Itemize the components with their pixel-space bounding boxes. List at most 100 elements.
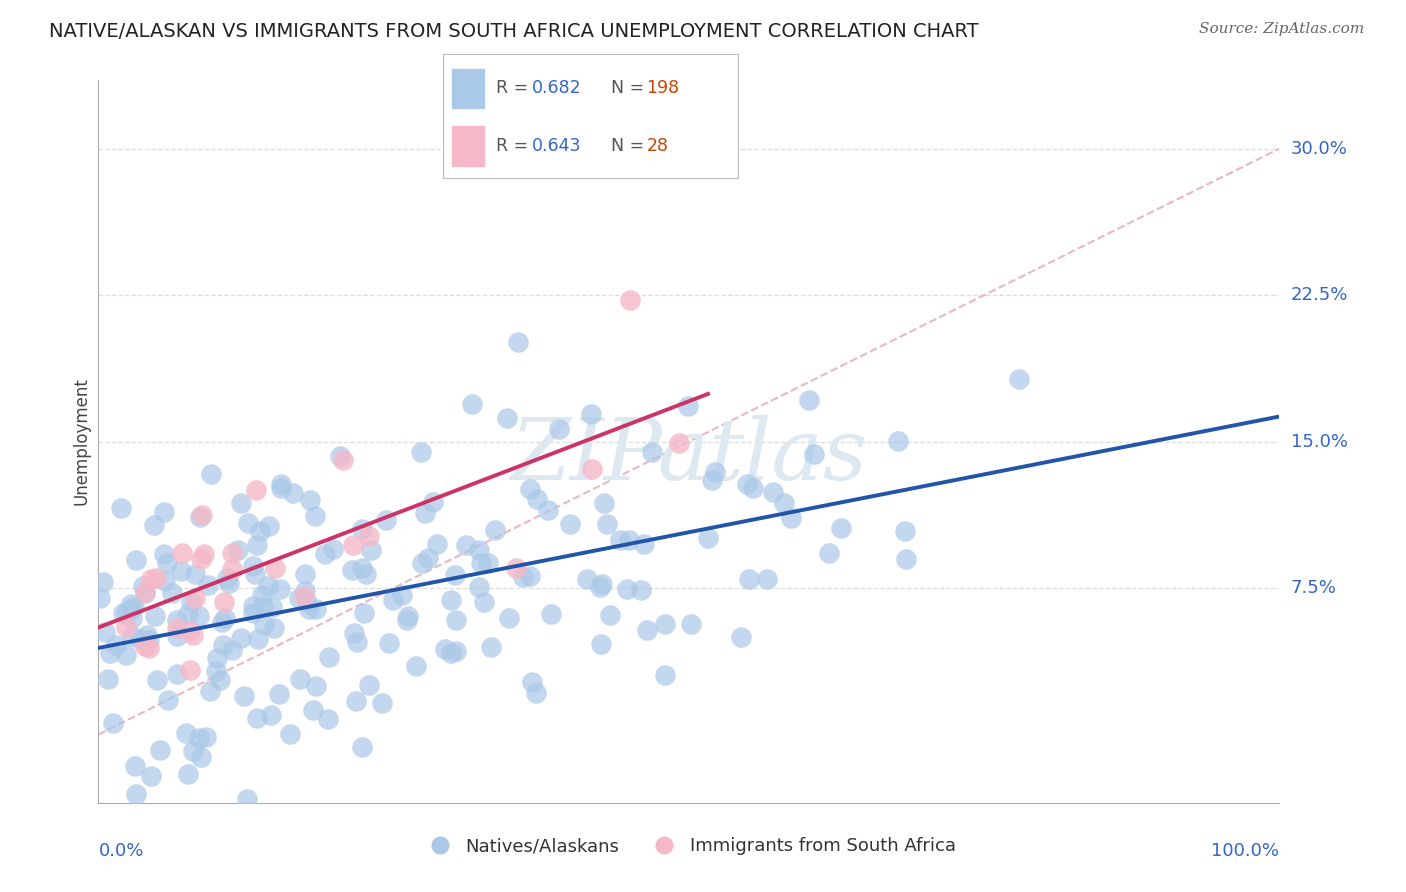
Point — [134, 639, 156, 653]
Point — [242, 606, 264, 620]
Point — [143, 609, 166, 624]
Point — [322, 541, 344, 556]
Point — [589, 637, 612, 651]
Point — [184, 566, 207, 581]
Point — [444, 644, 467, 658]
Point — [256, 579, 278, 593]
Point — [343, 626, 366, 640]
Point — [269, 687, 291, 701]
Point — [617, 533, 640, 548]
Point — [134, 586, 156, 600]
Point — [218, 576, 240, 591]
Point — [654, 616, 676, 631]
Point — [477, 556, 499, 570]
Point — [434, 642, 457, 657]
Point — [305, 679, 328, 693]
Point — [120, 602, 142, 616]
Point — [294, 567, 316, 582]
Point — [512, 570, 534, 584]
Point — [155, 574, 177, 589]
Point — [195, 731, 218, 745]
Point — [443, 568, 465, 582]
Text: N =: N = — [612, 137, 650, 155]
Point — [592, 496, 614, 510]
Point — [467, 580, 489, 594]
Point — [170, 546, 193, 560]
Point — [461, 397, 484, 411]
Point — [305, 602, 328, 616]
Point — [354, 567, 377, 582]
FancyBboxPatch shape — [451, 126, 484, 166]
Text: 0.0%: 0.0% — [98, 842, 143, 860]
Text: ZIPatlas: ZIPatlas — [510, 415, 868, 498]
Text: 22.5%: 22.5% — [1291, 286, 1348, 304]
Point — [236, 791, 259, 805]
Point — [314, 547, 336, 561]
Point — [229, 495, 252, 509]
Text: 7.5%: 7.5% — [1291, 579, 1337, 597]
Point — [396, 608, 419, 623]
Point — [755, 572, 778, 586]
Point — [270, 476, 292, 491]
Point — [886, 434, 908, 448]
Point — [730, 630, 752, 644]
Point — [378, 636, 401, 650]
Point — [609, 533, 631, 548]
Point — [193, 547, 215, 561]
Point — [344, 694, 367, 708]
Point — [142, 517, 165, 532]
Point — [350, 740, 373, 755]
Point — [89, 591, 111, 605]
Text: 0.643: 0.643 — [531, 137, 581, 155]
Point — [263, 621, 285, 635]
Point — [205, 665, 228, 679]
Point — [676, 399, 699, 413]
Point — [124, 759, 146, 773]
Point — [519, 482, 541, 496]
Point — [249, 524, 271, 538]
Point — [205, 848, 228, 863]
Legend: Natives/Alaskans, Immigrants from South Africa: Natives/Alaskans, Immigrants from South … — [415, 830, 963, 863]
Point — [616, 582, 638, 597]
Point — [295, 594, 318, 608]
Point — [120, 598, 142, 612]
Point — [353, 606, 375, 620]
Point — [371, 696, 394, 710]
Point — [270, 481, 292, 495]
Point — [697, 531, 720, 545]
Point — [136, 628, 159, 642]
Point — [654, 667, 676, 681]
Point — [128, 632, 150, 646]
Point — [114, 620, 136, 634]
Point — [299, 493, 322, 508]
Point — [212, 638, 235, 652]
Point — [115, 606, 138, 620]
Point — [246, 711, 269, 725]
Point — [484, 523, 506, 537]
Point — [177, 767, 200, 781]
Point — [197, 578, 219, 592]
Point — [160, 586, 183, 600]
Point — [157, 692, 180, 706]
Point — [236, 516, 259, 530]
Point — [96, 672, 118, 686]
Point — [166, 629, 188, 643]
Text: 100.0%: 100.0% — [1212, 842, 1279, 860]
Point — [190, 750, 212, 764]
Point — [342, 538, 364, 552]
Point — [245, 483, 267, 498]
Point — [211, 615, 233, 629]
Point — [591, 577, 613, 591]
Point — [139, 769, 162, 783]
Point — [498, 610, 520, 624]
Point — [179, 624, 201, 639]
Point — [101, 716, 124, 731]
Point — [184, 591, 207, 606]
Point — [280, 727, 302, 741]
Point — [174, 725, 197, 739]
Point — [440, 592, 463, 607]
Point — [105, 638, 128, 652]
Point — [405, 658, 427, 673]
Point — [346, 635, 368, 649]
Point — [212, 595, 235, 609]
